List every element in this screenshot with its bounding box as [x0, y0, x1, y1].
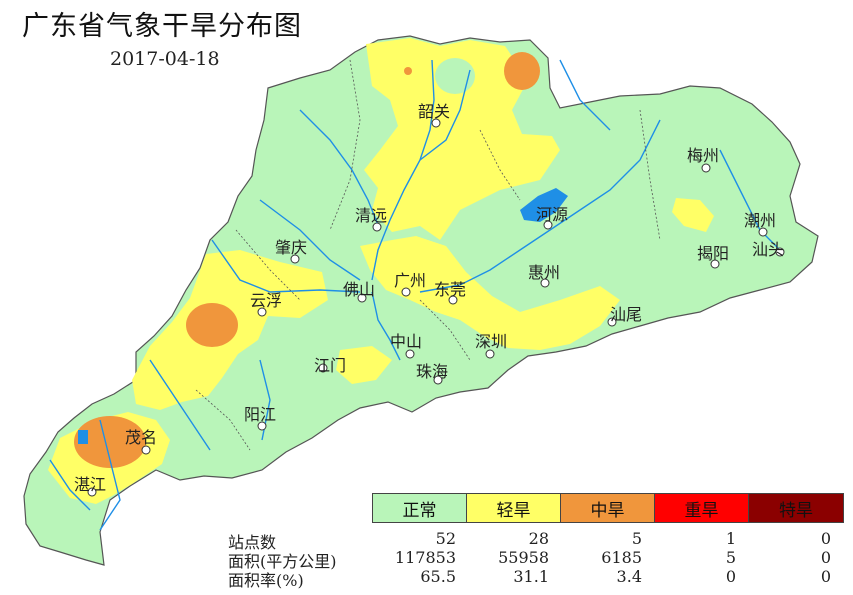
- city-label-jieyang: 揭阳: [697, 244, 730, 263]
- stats-label: 面积率(%): [228, 571, 304, 590]
- light-drought-region-south-coast: [336, 346, 392, 384]
- legend-normal: 正常: [373, 494, 467, 522]
- city-dot-icon: [357, 293, 367, 303]
- moderate-drought-region-maoming: [74, 416, 146, 468]
- city-markers: [87, 118, 785, 497]
- stats-value: 52: [435, 529, 456, 548]
- city-dot-icon: [758, 227, 768, 237]
- map-title: 广东省气象干旱分布图: [22, 11, 302, 42]
- moderate-drought-spot: [404, 67, 412, 75]
- stats-value: 5: [725, 548, 736, 567]
- stats-value: 65.5: [420, 567, 456, 586]
- stats-value: 0: [820, 529, 831, 548]
- stats-value: 5: [631, 529, 642, 548]
- city-dot-icon: [141, 445, 151, 455]
- city-label-zhuhai: 珠海: [416, 362, 449, 381]
- stats-label: 面积(平方公里): [228, 552, 337, 571]
- stats-value: 0: [820, 548, 831, 567]
- stats-value: 0: [820, 567, 831, 586]
- city-label-zhongshan: 中山: [390, 332, 423, 351]
- city-dot-icon: [290, 254, 300, 264]
- stats-value: 117853: [394, 548, 456, 567]
- city-label-chaozhou: 潮州: [744, 211, 777, 230]
- city-dot-icon: [87, 487, 97, 497]
- city-dot-icon: [607, 317, 617, 327]
- stats-value: 0: [725, 567, 736, 586]
- legend-light: 轻旱: [467, 494, 561, 522]
- light-drought-region-east: [672, 198, 714, 232]
- legend-extreme: 特旱: [749, 494, 843, 522]
- city-label-foshan: 佛山: [343, 280, 376, 299]
- city-dot-icon: [433, 375, 443, 385]
- city-label-guangzhou: 广州: [394, 271, 427, 290]
- city-label-maoming: 茂名: [125, 428, 158, 447]
- city-label-shanwei: 汕尾: [610, 305, 643, 324]
- city-label-heyuan: 河源: [536, 205, 569, 224]
- city-dot-icon: [318, 363, 328, 373]
- city-dot-icon: [431, 118, 441, 128]
- map-date: 2017-04-18: [110, 48, 220, 70]
- normal-patch-shaoguan: [435, 58, 475, 94]
- stats-label: 站点数: [228, 533, 277, 552]
- city-label-shantou: 汕头: [752, 240, 785, 259]
- city-dot-icon: [405, 349, 415, 359]
- city-label-yangjiang: 阳江: [244, 405, 277, 424]
- reservoir-west: [78, 430, 88, 444]
- city-label-yunfu: 云浮: [250, 291, 283, 310]
- stats-value: 55958: [498, 548, 549, 567]
- city-label-dongguan: 东莞: [434, 280, 467, 299]
- city-dot-icon: [257, 307, 267, 317]
- city-label-jiangmen: 江门: [314, 356, 347, 375]
- city-label-shaoguan: 韶关: [418, 102, 451, 121]
- moderate-drought-region-yunfu: [186, 303, 238, 347]
- city-dot-icon: [543, 220, 553, 230]
- city-dot-icon: [710, 259, 720, 269]
- legend-severe: 重旱: [655, 494, 749, 522]
- stats-value: 31.1: [513, 567, 549, 586]
- legend-moderate: 中旱: [561, 494, 655, 522]
- city-label-zhanjiang: 湛江: [74, 475, 107, 494]
- prefecture-boundaries: [195, 59, 661, 451]
- city-label-shenzhen: 深圳: [475, 332, 508, 351]
- city-label-huizhou: 惠州: [528, 263, 561, 282]
- city-dot-icon: [540, 278, 550, 288]
- stats-value: 6185: [601, 548, 642, 567]
- city-dot-icon: [372, 222, 382, 232]
- city-label-meizhou: 梅州: [687, 146, 720, 165]
- stats-value: 28: [528, 529, 549, 548]
- stats-value: 1: [725, 529, 736, 548]
- city-dot-icon: [401, 287, 411, 297]
- city-label-zhaoqing: 肇庆: [275, 238, 308, 257]
- city-dot-icon: [701, 163, 711, 173]
- xinfengjiang-reservoir: [520, 188, 568, 222]
- city-label-qingyuan: 清远: [355, 206, 388, 225]
- river-network: [49, 59, 781, 531]
- drought-legend: 正常 轻旱 中旱 重旱 特旱: [372, 493, 844, 523]
- light-drought-region-center: [360, 236, 620, 350]
- city-dot-icon: [775, 247, 785, 257]
- city-dot-icon: [257, 421, 267, 431]
- moderate-drought-region-northeast: [504, 52, 540, 90]
- light-drought-region-north: [364, 38, 560, 240]
- city-dot-icon: [448, 295, 458, 305]
- stats-value: 3.4: [616, 567, 642, 586]
- city-dot-icon: [485, 349, 495, 359]
